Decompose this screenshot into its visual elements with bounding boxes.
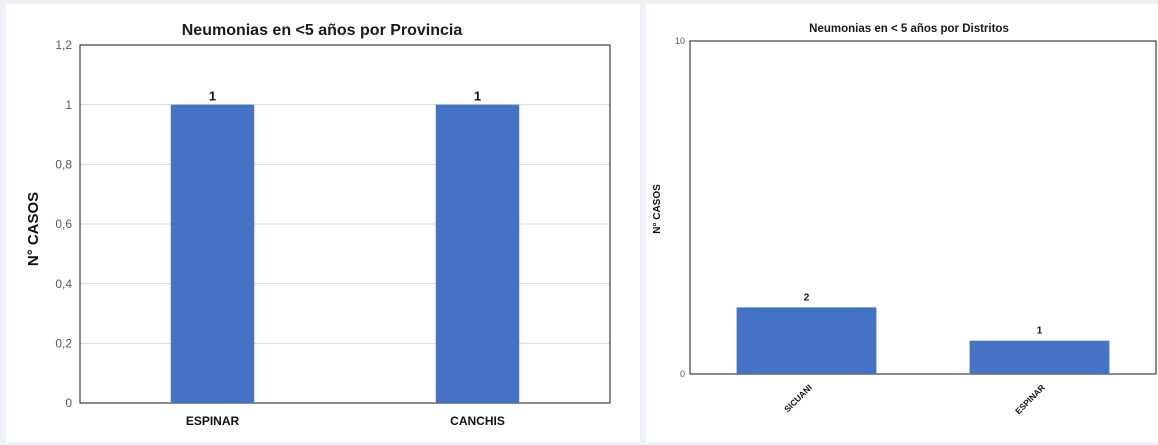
provincia-chart-panel: Neumonias en <5 años por Provincia N° CA… <box>6 4 640 442</box>
left-y-tick-label: 1,2 <box>55 38 72 52</box>
provincia-chart: Neumonias en <5 años por Provincia N° CA… <box>25 22 611 428</box>
right-data-label-espinar: 1 <box>1037 326 1043 337</box>
right-y-tick-label: 10 <box>675 36 685 46</box>
right-bar-sicuani <box>736 307 877 374</box>
provincia-plot-frame <box>79 44 611 404</box>
distritos-plot-frame <box>689 40 1157 375</box>
left-category-label-espinar: ESPINAR <box>186 414 240 428</box>
right-bar-espinar <box>969 340 1110 374</box>
left-category-label-canchis: CANCHIS <box>450 414 505 428</box>
left-y-tick-label: 0,8 <box>55 158 72 172</box>
left-y-tick-label: 1 <box>65 98 72 112</box>
left-y-tick-label: 0,2 <box>55 337 72 351</box>
left-y-tick-label: 0,6 <box>55 217 72 231</box>
right-category-label-sicuani: SICUANI <box>782 382 814 414</box>
distritos-chart-panel: Neumonias en < 5 años por Distritos N° C… <box>646 4 1158 442</box>
left-bar-espinar <box>170 104 255 404</box>
provincia-chart-title: Neumonias en <5 años por Provincia <box>182 22 463 39</box>
distritos-chart-title: Neumonias en < 5 años por Distritos <box>809 23 1009 35</box>
left-data-label-canchis: 1 <box>474 89 481 104</box>
right-data-label-sicuani: 2 <box>804 292 810 303</box>
provincia-y-axis-label: N° CASOS <box>25 192 42 266</box>
left-data-label-espinar: 1 <box>209 89 216 104</box>
left-bar-canchis <box>435 104 520 404</box>
distritos-chart: Neumonias en < 5 años por Distritos N° C… <box>652 23 1157 416</box>
right-y-tick-label: 0 <box>680 369 685 379</box>
left-y-tick-label: 0,4 <box>55 277 72 291</box>
distritos-y-axis-label: N° CASOS <box>652 184 663 234</box>
left-y-tick-label: 0 <box>65 396 72 410</box>
right-category-label-espinar: ESPINAR <box>1013 382 1047 416</box>
